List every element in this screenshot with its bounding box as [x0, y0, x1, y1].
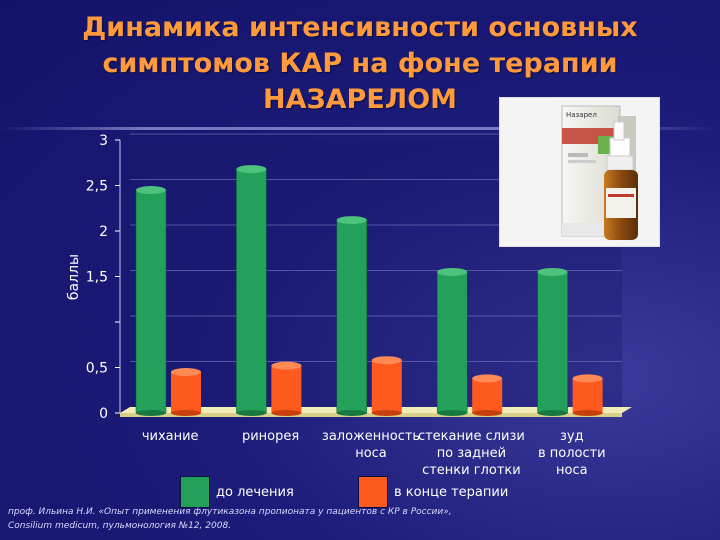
category-label: носа	[355, 446, 387, 461]
slide-title: Динамика интенсивности основных симптомо…	[0, 10, 720, 118]
y-tick-label: 0	[99, 406, 108, 422]
bar-before-treatment	[537, 271, 568, 414]
title-line-3: НАЗАРЕЛОМ	[262, 84, 458, 115]
legend-item-after: в конце терапии	[358, 476, 508, 508]
bar-base-before	[537, 410, 568, 416]
legend-label-after: в конце терапии	[394, 484, 509, 500]
bar-base-after	[271, 410, 302, 416]
nasal-spray-illustration: Назарел	[561, 105, 638, 240]
bar-after-treatment	[271, 365, 302, 413]
bar-base-after	[572, 410, 603, 416]
source-line-2: Consilium medicum, пульмонология №12, 20…	[8, 521, 232, 531]
bar-top-before	[336, 216, 367, 225]
legend-swatch-green	[180, 476, 210, 508]
bar-base-before	[236, 410, 267, 416]
bar-before-treatment	[436, 271, 468, 414]
bar-base-after	[472, 410, 503, 416]
bar-after-treatment	[472, 378, 503, 413]
source-citation: проф. Ильина Н.И. «Опыт применения флути…	[8, 505, 708, 533]
category-label: стенки глотки	[422, 463, 521, 478]
bar-top-before	[537, 267, 568, 276]
bar-after-treatment	[371, 360, 402, 413]
y-tick-label: 1,5	[86, 270, 108, 286]
category-label: стекание слизи	[418, 429, 525, 444]
bar-before-treatment	[236, 168, 267, 414]
source-line-1: проф. Ильина Н.И. «Опыт применения флути…	[8, 507, 452, 517]
y-tick-label: 3	[99, 133, 108, 149]
bar-top-after	[572, 374, 603, 383]
legend-label-before: до лечения	[216, 484, 294, 500]
bar-top-after	[371, 356, 402, 365]
bar-before-treatment	[336, 219, 368, 414]
bar-top-after	[171, 368, 201, 377]
bar-base-after	[171, 410, 201, 416]
bar-base-before	[336, 410, 367, 416]
category-label: чихание	[142, 429, 199, 444]
y-tick-label: 0,5	[86, 361, 108, 377]
category-label: носа	[556, 463, 588, 478]
y-axis-label: баллы	[66, 254, 82, 300]
y-tick-label: 2,5	[86, 179, 108, 195]
product-label: Назарел	[566, 111, 597, 119]
bar-base-before	[136, 410, 166, 416]
bar-after-treatment	[171, 372, 201, 413]
bar-top-before	[136, 186, 166, 195]
legend-item-before: до лечения	[180, 476, 294, 508]
title-line-2: симптомов КАР на фоне терапии	[102, 48, 618, 79]
legend-swatch-orange	[358, 476, 388, 508]
chart-floor-edge	[120, 413, 622, 417]
title-divider	[0, 127, 720, 130]
category-label: по задней	[437, 446, 506, 461]
bar-after-treatment	[572, 378, 603, 413]
bar-top-before	[236, 165, 267, 174]
bar-top-after	[472, 374, 503, 383]
category-label: заложенность	[322, 429, 420, 444]
bar-before-treatment	[135, 189, 167, 414]
category-label: зуд	[560, 429, 584, 444]
bar-base-after	[371, 410, 402, 416]
bar-top-after	[271, 361, 302, 370]
category-label: в полости	[538, 446, 606, 461]
title-line-1: Динамика интенсивности основных	[82, 12, 638, 43]
bar-base-before	[437, 410, 468, 416]
category-label: ринорея	[242, 429, 299, 444]
bar-top-before	[437, 267, 468, 276]
product-photo: Назарел	[499, 97, 660, 247]
y-tick-label: 2	[99, 224, 108, 240]
